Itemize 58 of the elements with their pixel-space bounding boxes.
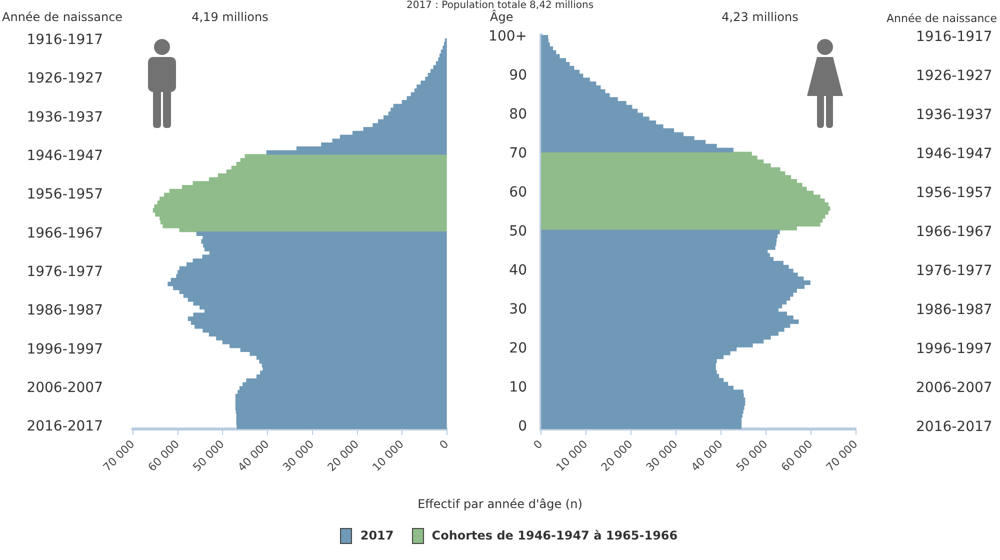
x-tick-label: 70 000	[824, 438, 860, 474]
x-tick-label: 0	[531, 438, 546, 452]
x-tick-label: 70 000	[100, 438, 138, 474]
x-tick-label: 50 000	[190, 438, 227, 474]
y-tick-label: 40	[509, 262, 527, 279]
y-tick-label: 20	[509, 340, 527, 357]
x-tick-label: 50 000	[734, 438, 770, 474]
y2-tick-label: 1966-1967	[916, 223, 992, 241]
y-tick-label: 50	[509, 224, 527, 240]
x-tick-label: 10 000	[554, 438, 590, 474]
y-tick-label: 80	[509, 106, 527, 123]
y-tick-label: 1956-1957	[26, 186, 103, 203]
x-tick-label: 30 000	[644, 438, 680, 474]
y2-tick-label: 1926-1927	[916, 66, 992, 85]
x-tick-label: 30 000	[280, 438, 317, 474]
chart-subtitle: 4,19 millions	[190, 10, 270, 24]
y2-tick-label: 2006-2007	[916, 379, 992, 398]
y-tick-label: 70	[509, 146, 527, 162]
legend-label: Cohortes de 1946-1947 à 1965-1966	[432, 528, 678, 542]
y-tick-label: 60	[509, 184, 527, 201]
y-tick-label: 1996-1997	[26, 341, 103, 358]
x-tick-label: 60 000	[778, 438, 816, 474]
chart-subtitle: 4,23 millions	[720, 10, 800, 24]
x-tick-label: 20 000	[325, 438, 362, 474]
legend-label: 2017	[360, 528, 394, 542]
y-tick-label: 2006-2007	[26, 380, 103, 396]
y2-tick-label: 1976-1977	[916, 262, 992, 280]
x-tick-label: 40 000	[688, 438, 726, 474]
y-tick-label: 1916-1917	[26, 32, 103, 48]
x-axis-title: Effectif par année d'âge (n)	[416, 497, 584, 511]
y2-tick-label: 1916-1917	[916, 28, 992, 46]
y-tick-label: 1936-1937	[26, 109, 103, 126]
y2-axis-title: Année de naissance	[886, 12, 997, 25]
y-tick-label: 1946-1947	[26, 148, 103, 164]
y-tick-label: 10	[509, 380, 527, 396]
y-axis-title: Année de naissance	[2, 10, 123, 24]
y-tick-label: 0	[518, 418, 527, 435]
y-tick-label: 1976-1977	[26, 264, 103, 280]
x-tick-label: 20 000	[598, 438, 636, 474]
x-tick-label: 10 000	[370, 438, 406, 474]
y-tick-label: 1966-1967	[26, 225, 103, 242]
x-tick-label: 0	[437, 438, 452, 452]
x-tick-label: 60 000	[146, 438, 182, 474]
y2-tick-label: 1956-1957	[916, 184, 992, 202]
y-tick-label: 1986-1987	[26, 302, 103, 319]
y2-tick-label: 1936-1937	[916, 106, 992, 124]
y2-tick-label: 1946-1947	[916, 144, 992, 163]
x-tick-label: 40 000	[235, 438, 272, 474]
text: 2017 : Population totale 8,42 millions	[405, 0, 595, 11]
y-tick-label: 90	[509, 68, 527, 84]
y-tick-label: 100+	[488, 28, 527, 45]
y2-tick-label: 1996-1997	[916, 340, 992, 358]
y2-tick-label: 1986-1987	[916, 301, 992, 320]
y-tick-label: 2016-2017	[26, 418, 103, 435]
y-tick-label: 1926-1927	[26, 70, 103, 87]
y2-tick-label: 2016-2017	[916, 418, 992, 436]
y-axis-title: Âge	[490, 10, 514, 24]
y-tick-label: 30	[509, 302, 527, 318]
